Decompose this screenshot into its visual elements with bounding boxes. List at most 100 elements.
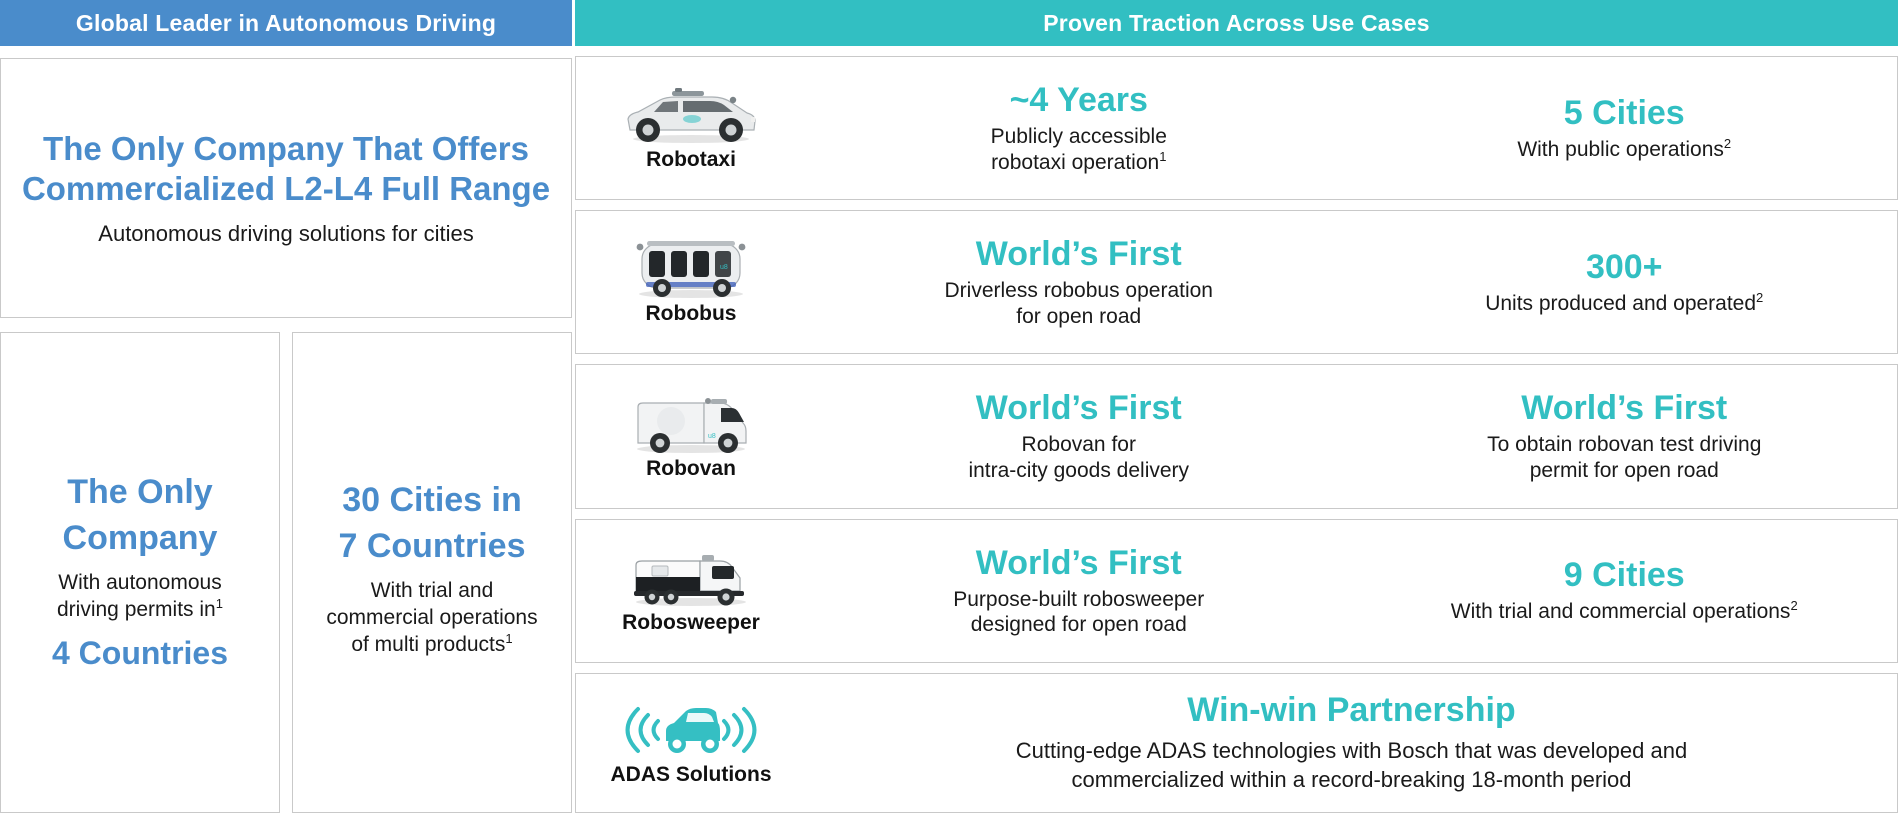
- robobus-right-desc-line1: Units produced and operated: [1485, 292, 1757, 316]
- hero-card: The Only Company That Offers Commerciali…: [0, 58, 572, 318]
- robotaxi-middle-desc-line2: robotaxi operation: [991, 150, 1160, 174]
- robobus-middle-cell: World’s First Driverless robobus operati…: [806, 235, 1352, 329]
- robobus-right-headline: 300+: [1585, 247, 1663, 286]
- robosweeper-middle-cell: World’s First Purpose-built robosweeper …: [806, 544, 1352, 638]
- robosweeper-right-desc: With trial and commercial operations2: [1358, 599, 1892, 625]
- stat-cities-desc-line2: commercial operations: [326, 605, 538, 629]
- stat-card-permits: The Only Company With autonomous driving…: [0, 332, 280, 813]
- robosweeper-icon-cell: Robosweeper: [576, 547, 806, 635]
- left-banner: Global Leader in Autonomous Driving: [0, 0, 572, 46]
- robovan-label: Robovan: [646, 456, 736, 480]
- adas-headline: Win-win Partnership: [1187, 690, 1516, 729]
- robosweeper-label: Robosweeper: [622, 610, 760, 634]
- robobus-shuttle-icon: u8: [616, 238, 766, 300]
- stat-cities-title-line2: 7 Countries: [338, 527, 526, 566]
- svg-text:u8: u8: [720, 264, 728, 271]
- use-case-row-adas: ADAS Solutions Win-win Partnership Cutti…: [575, 672, 1898, 813]
- stat-cities-desc-line3-wrap: of multi products1: [326, 632, 537, 659]
- robotaxi-right-cell: 5 Cities With public operations2: [1352, 94, 1898, 163]
- stat-permits-desc: With autonomous driving permits in1: [57, 570, 223, 624]
- stat-permits-footnote: 1: [215, 595, 223, 611]
- robovan-middle-desc: Robovan for intra-city goods delivery: [812, 432, 1346, 483]
- robotaxi-label: Robotaxi: [646, 148, 736, 172]
- adas-desc: Cutting-edge ADAS technologies with Bosc…: [816, 737, 1887, 794]
- hero-subtitle: Autonomous driving solutions for cities: [98, 220, 474, 246]
- robobus-middle-headline: World’s First: [975, 235, 1182, 274]
- robobus-middle-desc-line2: for open road: [1016, 304, 1142, 328]
- stat-permits-title: The Only Company: [63, 470, 218, 562]
- stat-cities-title-line1: 30 Cities in: [342, 481, 522, 520]
- robotaxi-right-desc: With public operations2: [1358, 137, 1892, 163]
- left-banner-label: Global Leader in Autonomous Driving: [75, 9, 497, 36]
- robotaxi-right-headline: 5 Cities: [1563, 93, 1685, 132]
- use-case-row-robotaxi: Robotaxi ~4 Years Publicly accessible ro…: [575, 56, 1898, 201]
- robosweeper-truck-icon: [616, 547, 766, 609]
- robosweeper-middle-desc-line2: designed for open road: [970, 613, 1187, 637]
- right-banner: Proven Traction Across Use Cases: [575, 0, 1898, 46]
- hero-headline: The Only Company That Offers Commerciali…: [22, 129, 550, 210]
- robobus-middle-desc: Driverless robobus operation for open ro…: [812, 278, 1346, 329]
- robovan-van-icon: u8: [616, 393, 766, 455]
- stat-card-cities: 30 Cities in 7 Countries With trial and …: [292, 332, 572, 813]
- stat-permits-desc-line2: driving permits in: [57, 597, 216, 621]
- robosweeper-right-cell: 9 Cities With trial and commercial opera…: [1352, 556, 1898, 625]
- hero-headline-line1: The Only Company That Offers: [43, 130, 529, 167]
- robosweeper-middle-desc-line1: Purpose-built robosweeper: [953, 587, 1205, 611]
- stat-permits-title-line2: Company: [62, 519, 218, 558]
- stat-permits-title-line1: The Only: [67, 473, 213, 512]
- robobus-right-desc: Units produced and operated2: [1358, 291, 1892, 317]
- robosweeper-middle-desc: Purpose-built robosweeper designed for o…: [812, 587, 1346, 638]
- hero-headline-line2: Commercialized L2-L4 Full Range: [21, 170, 551, 208]
- robovan-middle-cell: World’s First Robovan for intra-city goo…: [806, 389, 1352, 483]
- stat-cities-footnote: 1: [505, 630, 513, 646]
- stat-permits-desc-line2-wrap: driving permits in1: [57, 597, 223, 624]
- robovan-middle-headline: World’s First: [975, 389, 1182, 428]
- robobus-middle-desc-line1: Driverless robobus operation: [944, 279, 1213, 303]
- robovan-right-desc: To obtain robovan test driving permit fo…: [1358, 432, 1892, 483]
- svg-text:u8: u8: [708, 433, 716, 440]
- robovan-right-headline: World’s First: [1521, 389, 1728, 428]
- left-column: Global Leader in Autonomous Driving The …: [0, 0, 572, 813]
- robosweeper-right-desc-line1: With trial and commercial operations: [1450, 600, 1791, 624]
- stat-cities-desc-line1: With trial and: [370, 579, 494, 603]
- robotaxi-right-desc-line1: With public operations: [1517, 137, 1724, 161]
- robotaxi-suv-icon: [616, 84, 766, 146]
- robotaxi-middle-desc-line2-wrap: robotaxi operation1: [812, 150, 1346, 176]
- robotaxi-right-footnote: 2: [1723, 135, 1732, 151]
- robovan-icon-cell: u8 Robovan: [576, 393, 806, 481]
- adas-label: ADAS Solutions: [610, 762, 772, 786]
- robotaxi-middle-cell: ~4 Years Publicly accessible robotaxi op…: [806, 81, 1352, 175]
- robotaxi-middle-footnote: 1: [1159, 148, 1167, 164]
- stat-permits-desc-line1: With autonomous: [58, 570, 222, 594]
- robobus-icon-cell: u8 Robobus: [576, 238, 806, 326]
- use-case-row-robobus: u8 Robobus World’s First Driverless robo…: [575, 210, 1898, 355]
- robovan-middle-desc-line2: intra-city goods delivery: [968, 459, 1190, 483]
- right-banner-label: Proven Traction Across Use Cases: [1043, 9, 1430, 36]
- robosweeper-right-headline: 9 Cities: [1563, 556, 1685, 595]
- robotaxi-icon-cell: Robotaxi: [576, 84, 806, 172]
- robovan-right-desc-line2: permit for open road: [1529, 459, 1719, 483]
- robovan-right-desc-line1: To obtain robovan test driving: [1487, 433, 1762, 457]
- right-column: Proven Traction Across Use Cases: [572, 0, 1898, 813]
- adas-desc-line2: commercialized within a record-breaking …: [1071, 766, 1632, 792]
- left-stats-row: The Only Company With autonomous driving…: [0, 332, 572, 813]
- robobus-right-footnote: 2: [1756, 290, 1764, 306]
- robotaxi-middle-desc-line1: Publicly accessible: [990, 125, 1167, 149]
- stat-cities-desc: With trial and commercial operations of …: [326, 578, 537, 659]
- robovan-middle-desc-line1: Robovan for: [1021, 433, 1136, 457]
- robosweeper-middle-headline: World’s First: [975, 543, 1182, 582]
- robovan-right-cell: World’s First To obtain robovan test dri…: [1352, 389, 1898, 483]
- robobus-right-cell: 300+ Units produced and operated2: [1352, 248, 1898, 317]
- robotaxi-middle-desc: Publicly accessible robotaxi operation1: [812, 124, 1346, 175]
- use-case-row-robosweeper: Robosweeper World’s First Purpose-built …: [575, 518, 1898, 663]
- adas-car-sensor-icon: [606, 699, 776, 761]
- adas-content-cell: Win-win Partnership Cutting-edge ADAS te…: [806, 690, 1897, 795]
- robobus-label: Robobus: [645, 302, 737, 326]
- adas-icon-cell: ADAS Solutions: [576, 699, 806, 787]
- stat-cities-desc-line3: of multi products: [351, 632, 506, 656]
- stat-permits-value: 4 Countries: [51, 634, 229, 671]
- use-case-row-robovan: u8 Robovan World’s First Robovan for int…: [575, 364, 1898, 509]
- robosweeper-right-footnote: 2: [1790, 598, 1798, 614]
- stat-cities-title: 30 Cities in 7 Countries: [338, 478, 525, 570]
